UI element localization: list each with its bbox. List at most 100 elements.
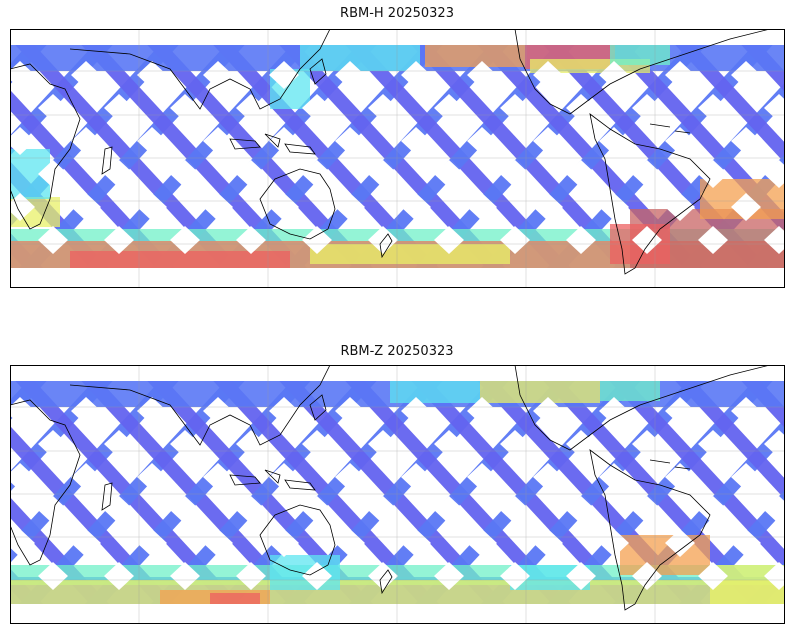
data-gap — [599, 529, 629, 557]
data-gap — [731, 463, 761, 491]
data-gap — [599, 397, 629, 425]
asia-coastline — [69, 365, 331, 446]
data-gap — [632, 226, 662, 254]
data-gap — [236, 226, 266, 254]
africa-coastline — [10, 63, 81, 230]
data-gap — [500, 226, 530, 254]
data-gap — [533, 463, 563, 491]
data-gap — [698, 496, 728, 524]
data-gap — [467, 397, 497, 425]
map-panel-rbm-h — [10, 29, 785, 288]
swath-track — [675, 45, 785, 164]
data-gap — [467, 529, 497, 557]
data-gap — [137, 61, 167, 89]
data-gap — [665, 397, 695, 425]
data-gap — [335, 397, 365, 425]
data-gap — [632, 496, 662, 524]
south-america-coastline — [589, 449, 711, 611]
data-gap — [104, 562, 134, 590]
panel-title-rbm-z: RBM-Z 20250323 — [340, 344, 454, 359]
swath-layer — [10, 45, 785, 268]
intensity-patch — [480, 381, 600, 403]
data-gap — [137, 463, 167, 491]
data-gap — [500, 562, 530, 590]
data-gap — [335, 61, 365, 89]
north-america-coastline — [514, 29, 771, 115]
australia-coastline — [259, 168, 336, 240]
data-gap — [38, 562, 68, 590]
data-gap — [104, 496, 134, 524]
data-gap — [467, 463, 497, 491]
data-gap — [10, 463, 35, 491]
gridlines — [10, 29, 785, 288]
data-gap — [203, 529, 233, 557]
intensity-patch — [10, 580, 785, 604]
data-gap — [104, 226, 134, 254]
data-gap — [731, 397, 761, 425]
data-gap — [467, 61, 497, 89]
data-gap — [203, 397, 233, 425]
data-gap — [566, 496, 596, 524]
data-gap — [71, 127, 101, 155]
indonesia-coastline — [229, 133, 316, 155]
data-gap — [236, 562, 266, 590]
data-gap — [71, 61, 101, 89]
data-gap — [137, 193, 167, 221]
data-gap — [665, 193, 695, 221]
indonesia-coastline — [229, 469, 316, 491]
data-gap — [401, 127, 431, 155]
data-gap — [533, 397, 563, 425]
data-gap — [10, 529, 35, 557]
data-gap — [731, 127, 761, 155]
new-zealand-coastline — [379, 233, 393, 259]
data-gap — [566, 226, 596, 254]
data-gap — [104, 160, 134, 188]
data-gap — [401, 397, 431, 425]
data-gap — [467, 193, 497, 221]
data-gap — [269, 193, 299, 221]
data-gap — [533, 61, 563, 89]
intensity-patch — [300, 45, 420, 71]
data-gap — [599, 463, 629, 491]
data-gap — [335, 127, 365, 155]
data-gap — [698, 160, 728, 188]
data-gap — [599, 61, 629, 89]
map-panel-rbm-z — [10, 365, 785, 624]
data-gap — [137, 127, 167, 155]
intensity-patch — [310, 244, 510, 264]
data-gap — [137, 397, 167, 425]
data-gap — [203, 127, 233, 155]
data-gap — [731, 193, 761, 221]
intensity-patch — [390, 381, 480, 403]
data-gap — [170, 562, 200, 590]
data-gap — [203, 463, 233, 491]
data-gap — [566, 562, 596, 590]
data-gap — [434, 496, 464, 524]
data-gap — [368, 160, 398, 188]
data-gap — [434, 160, 464, 188]
data-gap — [599, 127, 629, 155]
south-america-coastline — [589, 113, 711, 275]
data-gap — [302, 226, 332, 254]
asia-coastline — [69, 29, 331, 110]
australia-coastline — [259, 504, 336, 576]
intensity-patch — [210, 593, 260, 604]
gridlines — [10, 365, 785, 624]
data-gap — [533, 127, 563, 155]
data-gap — [764, 160, 785, 188]
caribbean-coastline — [649, 459, 691, 470]
swath-layer — [10, 381, 785, 604]
intensity-patch — [620, 535, 710, 575]
coastlines — [10, 365, 771, 611]
data-gap — [731, 529, 761, 557]
africa-coastline — [10, 399, 81, 566]
data-gap — [731, 61, 761, 89]
data-gap — [302, 562, 332, 590]
data-gap — [401, 61, 431, 89]
map-frame — [10, 29, 785, 288]
data-gap — [335, 529, 365, 557]
data-gap — [10, 397, 35, 425]
japan-coastline — [309, 394, 327, 421]
data-gap — [335, 193, 365, 221]
intensity-patch — [600, 381, 660, 401]
